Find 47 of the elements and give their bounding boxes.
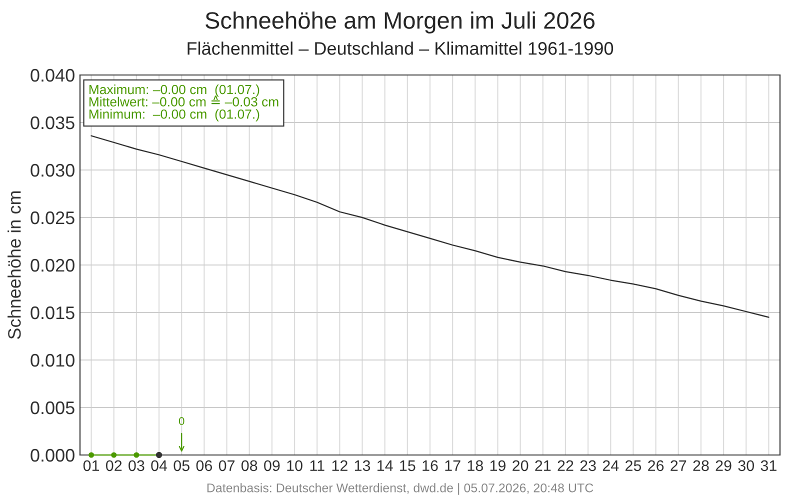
y-tick-label: 0.040 (30, 68, 74, 82)
x-tick-label: 20 (512, 460, 528, 472)
x-tick-label: 09 (264, 460, 280, 472)
annotation: 0 (178, 417, 184, 426)
x-tick-label: 30 (738, 460, 754, 472)
x-tick-label: 27 (670, 460, 686, 471)
x-tick-label: 16 (422, 460, 438, 472)
x-tick-label: 14 (378, 460, 393, 471)
x-tick-label: 13 (354, 460, 370, 472)
x-tick-label: 21 (535, 460, 551, 471)
annotation: Maximum: –0.00 cm (01.07.) Mittelwert: –0.00 cm ≙ –0.03 cm Minimum: –0.00 cm (01.07.) (89, 84, 278, 122)
x-tick-label: 22 (558, 460, 574, 471)
y-tick-label: 0.035 (30, 116, 74, 130)
x-tick-label: 18 (468, 460, 483, 472)
y-tick-label: 0.010 (30, 354, 74, 367)
x-tick-label: 07 (218, 460, 235, 472)
x-tick-label: 12 (332, 460, 348, 471)
x-tick-label: 25 (626, 460, 642, 472)
y-tick-label: 0.000 (30, 448, 74, 462)
y-tick-label: 0.020 (30, 258, 74, 272)
chart-title: Schneehöhe am Morgen im Juli 2026 (206, 11, 595, 34)
x-tick-label: 26 (648, 460, 664, 472)
x-tick-label: 23 (580, 460, 596, 472)
x-tick-label: 10 (287, 460, 302, 472)
x-tick-label: 11 (310, 460, 324, 471)
x-tick-label: 29 (716, 460, 732, 472)
y-tick-label: 0.025 (30, 211, 74, 224)
chart-subtitle: Flächenmittel – Deutschland – Klimamittel 1961-1990 (188, 42, 614, 55)
y-tick-label: 0.005 (30, 401, 74, 414)
x-tick-label: 03 (128, 460, 144, 472)
x-tick-label: 17 (445, 460, 460, 471)
text: Datenbasis: Deutscher Wetterdienst, dwd.de | 05.07.2026, 20:48 UTC (207, 483, 594, 495)
x-tick-label: 19 (490, 460, 506, 472)
x-tick-label: 06 (196, 460, 212, 472)
x-tick-label: 31 (760, 460, 776, 472)
x-tick-label: 02 (106, 460, 122, 472)
line-series (90, 135, 770, 318)
x-tick-label: 15 (400, 460, 416, 472)
x-tick-label: 04 (151, 460, 168, 472)
x-tick-label: 08 (241, 460, 258, 472)
x-tick-label: 05 (174, 460, 190, 472)
x-tick-label: 28 (693, 460, 709, 472)
x-tick-label: 01 (83, 460, 100, 472)
y-tick-label: 0.015 (30, 306, 74, 320)
y-tick-label: 0.030 (30, 164, 74, 177)
x-tick-label: 24 (602, 460, 619, 471)
y-axis-title: Schneehöhe in cm (8, 191, 21, 339)
